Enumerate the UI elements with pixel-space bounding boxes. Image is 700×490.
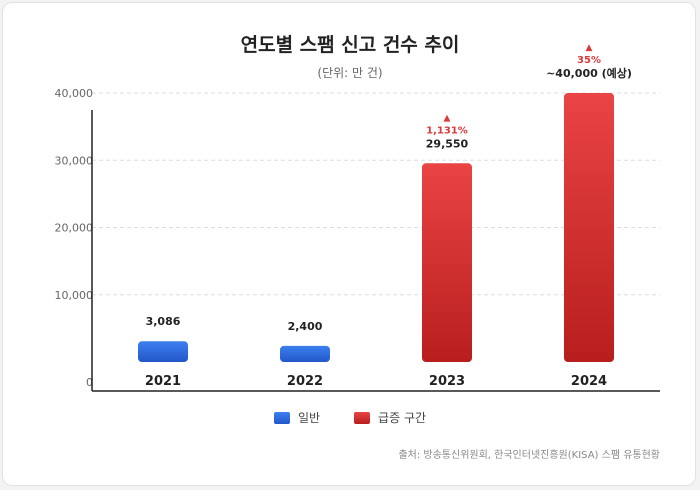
legend-swatch-surge <box>354 411 371 424</box>
source-note: 출처: 방송통신위원회, 한국인터넷진흥원(KISA) 스팸 유통현황 <box>398 450 660 461</box>
growth-label: 35% <box>577 55 601 66</box>
value-label: 3,086 <box>146 315 181 328</box>
value-label: 29,550 <box>426 137 469 150</box>
data-labels: 2021 3,086 2022 2,400 2023 29,550 ▲ 1,131% 2024 ~… <box>145 43 632 389</box>
bar-2022 <box>280 345 330 362</box>
y-tick-label: 40,000 <box>55 87 94 100</box>
grid-lines <box>92 92 660 296</box>
growth-arrow: ▲ <box>586 43 593 53</box>
bars <box>138 93 614 362</box>
y-tick-label: 20,000 <box>55 222 94 235</box>
y-tick-label: 0 <box>86 376 93 389</box>
y-tick-label: 30,000 <box>55 154 94 167</box>
chart-subtitle: (단위: 만 건) <box>317 66 383 80</box>
y-tick-label: 10,000 <box>55 289 94 302</box>
chart-title: 연도별 스팸 신고 건수 추이 <box>240 34 460 56</box>
x-tick-label: 2024 <box>571 374 607 389</box>
value-label: 2,400 <box>288 320 323 333</box>
growth-label: 1,131% <box>426 125 468 136</box>
x-tick-label: 2023 <box>429 374 465 389</box>
legend-item-surge: 급증 구간 <box>354 409 426 426</box>
legend-swatch-normal <box>273 411 290 424</box>
x-tick-label: 2021 <box>145 374 181 389</box>
legend-label-surge: 급증 구간 <box>378 411 427 425</box>
legend-label-normal: 일반 <box>297 411 321 425</box>
bar-2023 <box>422 163 472 362</box>
y-tick-labels: 0 10,000 20,000 30,000 40,000 <box>55 87 94 389</box>
x-tick-label: 2022 <box>287 374 323 389</box>
legend: 일반 급증 구간 <box>0 409 700 426</box>
growth-arrow: ▲ <box>444 113 451 123</box>
legend-item-normal: 일반 <box>273 409 321 426</box>
bar-2024 <box>564 93 614 362</box>
value-label: ~40,000 (예상) <box>546 66 632 80</box>
bar-2021 <box>138 341 188 362</box>
